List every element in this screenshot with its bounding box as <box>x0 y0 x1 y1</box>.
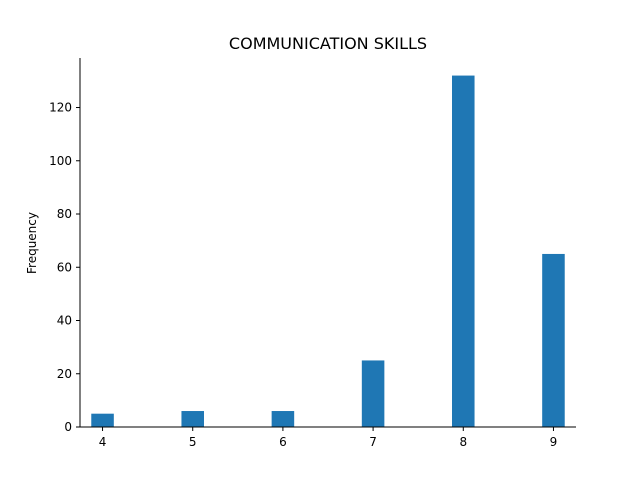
bar-4 <box>91 413 114 427</box>
y-tick-label: 100 <box>49 154 72 168</box>
x-tick-label: 8 <box>459 435 467 449</box>
x-tick-label: 5 <box>189 435 197 449</box>
x-tick-label: 7 <box>369 435 377 449</box>
chart-title: COMMUNICATION SKILLS <box>229 34 427 53</box>
y-tick-label: 20 <box>57 367 72 381</box>
bar-6 <box>271 411 295 427</box>
y-ticks-group: 0 20 40 60 80 100 120 <box>49 101 80 434</box>
y-tick-label: 120 <box>49 101 72 115</box>
y-tick-label: 0 <box>64 420 72 434</box>
bars-group <box>91 75 565 428</box>
x-tick-label: 6 <box>279 435 287 449</box>
bar-9 <box>542 253 565 427</box>
bar-8 <box>452 75 475 428</box>
y-tick-label: 40 <box>57 314 72 328</box>
bar-7 <box>361 360 385 427</box>
x-ticks-group: 4 5 6 7 8 9 <box>99 427 558 449</box>
x-tick-label: 4 <box>99 435 107 449</box>
y-tick-label: 60 <box>57 260 72 274</box>
y-axis-label: Frequency <box>25 212 39 274</box>
bar-5 <box>181 411 204 427</box>
x-tick-label: 9 <box>550 435 558 449</box>
axes-group <box>79 58 576 428</box>
y-tick-label: 80 <box>57 207 72 221</box>
